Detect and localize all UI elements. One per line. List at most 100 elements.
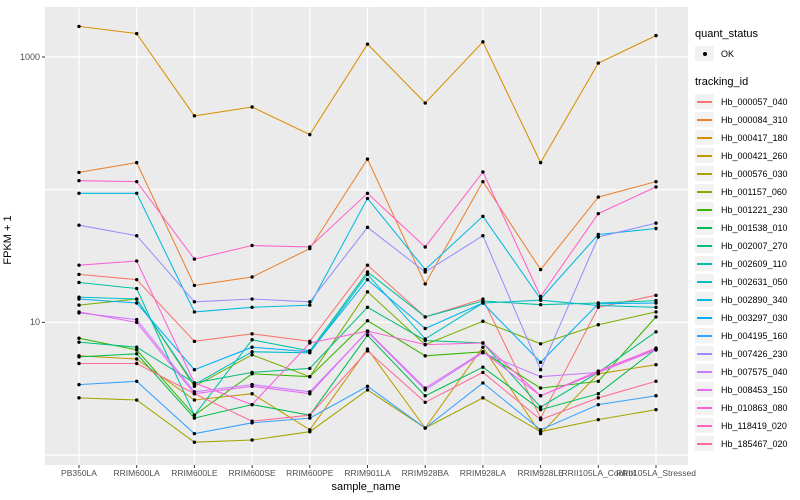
data-point-Hb_002631_050 <box>250 350 254 354</box>
data-point-Hb_002007_270 <box>250 370 254 375</box>
legend-point-key-icon <box>695 46 714 61</box>
legend-label: Hb_002007_270 <box>721 240 788 251</box>
legend-line-key-icon <box>695 166 714 181</box>
legend-line-key-icon <box>695 400 714 415</box>
line-glyph <box>697 316 712 319</box>
data-point-Hb_000084_310 <box>192 283 197 288</box>
data-point-Hb_000084_310 <box>423 282 427 286</box>
data-point-Hb_001157_060 <box>538 342 543 346</box>
legend-label: Hb_185467_020 <box>721 438 788 449</box>
legend-item: Hb_185467_020 <box>695 435 800 452</box>
line-glyph <box>697 424 712 427</box>
line-glyph <box>697 244 712 247</box>
x-tick-label: RRIM928LE <box>517 468 564 478</box>
data-point-Hb_000084_310 <box>538 267 543 272</box>
data-point-Hb_000417_180 <box>423 101 427 105</box>
data-point-Hb_000576_030 <box>250 438 254 442</box>
data-point-Hb_000421_260 <box>192 398 197 402</box>
line-glyph <box>697 370 712 373</box>
data-point-Hb_000417_180 <box>538 160 543 165</box>
data-point-Hb_010863_080 <box>250 402 254 407</box>
data-point-Hb_118419_020 <box>192 257 197 261</box>
data-point-Hb_000057_040 <box>654 293 658 298</box>
x-tick-label: RRIM928LA <box>459 468 507 478</box>
legend-group-quant_status: quant_status OK <box>695 28 800 62</box>
line-glyph <box>697 352 712 355</box>
data-point-Hb_002890_340 <box>192 310 197 314</box>
x-tick-label: RRIM901LA <box>344 468 391 478</box>
data-point-Hb_007426_230 <box>481 234 485 238</box>
data-point-Hb_000417_180 <box>250 105 254 109</box>
data-point-Hb_010863_080 <box>192 381 197 385</box>
legend-line-key-icon <box>695 436 714 451</box>
legend-line-key-icon <box>695 238 714 253</box>
line-glyph <box>697 154 712 157</box>
data-point-Hb_001221_230 <box>365 318 370 323</box>
data-point-Hb_010863_080 <box>538 394 543 398</box>
legend-item: Hb_000576_030 <box>695 165 800 182</box>
data-point-Hb_004195_160 <box>192 431 197 436</box>
legend-line-key-icon <box>695 274 714 289</box>
legend-label: Hb_000417_180 <box>721 132 788 143</box>
legend-item: OK <box>695 45 800 62</box>
line-glyph <box>697 118 712 121</box>
data-point-Hb_000576_030 <box>135 398 139 402</box>
data-point-Hb_002007_270 <box>365 305 370 309</box>
legend-line-key-icon <box>695 418 714 433</box>
data-point-Hb_003297_030 <box>481 301 485 305</box>
data-point-Hb_007426_230 <box>423 270 427 274</box>
data-point-Hb_001157_060 <box>481 319 485 323</box>
data-point-Hb_000057_040 <box>365 263 370 267</box>
data-point-Hb_000417_180 <box>192 114 197 118</box>
legend-item: Hb_004195_160 <box>695 327 800 344</box>
legend-line-key-icon <box>695 310 714 325</box>
data-point-Hb_000057_040 <box>135 277 139 282</box>
legend-label: Hb_007575_040 <box>721 366 788 377</box>
data-point-Hb_000417_180 <box>654 33 658 38</box>
data-point-Hb_118419_020 <box>596 211 600 216</box>
data-point-Hb_002890_340 <box>654 226 658 231</box>
data-point-Hb_004195_160 <box>77 382 81 387</box>
legend-line-key-icon <box>695 112 714 127</box>
data-point-Hb_118419_020 <box>77 178 81 183</box>
line-glyph <box>697 406 712 409</box>
x-tick-label: RRIM600PE <box>286 468 334 478</box>
line-glyph <box>697 334 712 337</box>
data-point-Hb_003297_030 <box>77 297 81 301</box>
legend-line-key-icon <box>695 256 714 271</box>
data-point-Hb_004195_160 <box>596 402 600 407</box>
data-point-Hb_002890_340 <box>135 191 139 195</box>
data-point-Hb_003297_030 <box>538 360 543 365</box>
x-tick-label: RRIM600SE <box>228 468 276 478</box>
data-point-Hb_000576_030 <box>654 407 658 412</box>
point-glyph <box>702 51 707 56</box>
legend-item: Hb_000421_260 <box>695 147 800 164</box>
legend-line-key-icon <box>695 184 714 199</box>
line-glyph <box>697 388 712 391</box>
data-point-Hb_118419_020 <box>481 170 485 174</box>
legend: quant_status OK tracking_id Hb_000057_040 Hb… <box>695 28 800 466</box>
x-tick-label: RRIM928BA <box>401 468 449 478</box>
x-tick-label: RRIM600LE <box>171 468 218 478</box>
data-point-Hb_185467_020 <box>538 417 543 422</box>
legend-label: Hb_004195_160 <box>721 330 788 341</box>
data-point-Hb_185467_020 <box>423 400 427 404</box>
legend-item: Hb_000084_310 <box>695 111 800 128</box>
legend-label: OK <box>721 48 735 59</box>
data-point-Hb_002631_050 <box>135 297 139 301</box>
legend-item: Hb_007426_230 <box>695 345 800 362</box>
data-point-Hb_118419_020 <box>538 294 543 299</box>
legend-label: Hb_010863_080 <box>721 402 788 413</box>
data-point-Hb_001157_060 <box>250 353 254 357</box>
data-point-Hb_004195_160 <box>308 416 312 420</box>
data-point-Hb_000084_310 <box>365 157 370 161</box>
line-glyph <box>697 442 712 445</box>
data-point-Hb_002890_340 <box>308 303 312 307</box>
y-tick-label: 10 <box>29 317 40 328</box>
data-point-Hb_000421_260 <box>481 345 485 349</box>
data-point-Hb_000084_310 <box>481 179 485 184</box>
legend-item: Hb_008453_150 <box>695 381 800 398</box>
data-point-Hb_118419_020 <box>365 191 370 195</box>
line-glyph <box>697 172 712 175</box>
data-point-Hb_004195_160 <box>365 384 370 388</box>
